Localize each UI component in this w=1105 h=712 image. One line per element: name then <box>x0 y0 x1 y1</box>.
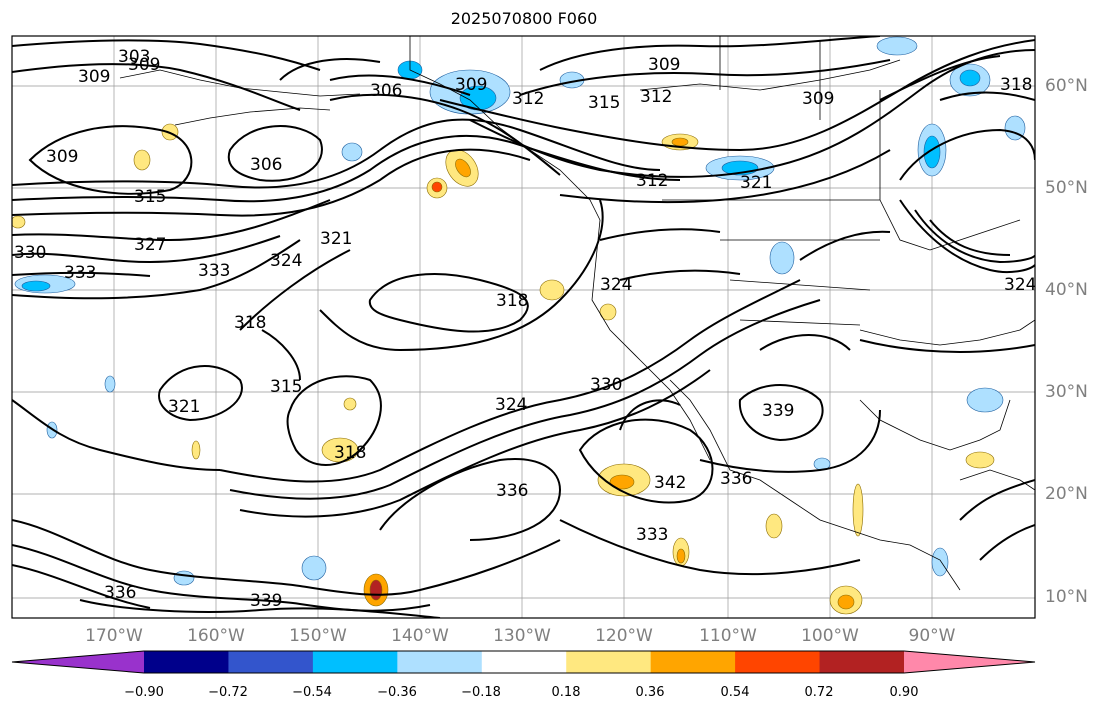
contour-label: 324 <box>270 251 302 271</box>
lat-label: 10°N <box>1045 587 1088 607</box>
contour-label: 336 <box>496 481 528 501</box>
colorbar-tick: −0.18 <box>461 685 501 700</box>
colorbar-tick: −0.90 <box>124 685 164 700</box>
colorbar-segment <box>312 651 398 673</box>
colorbar-tick: −0.54 <box>292 685 332 700</box>
contour-label: 333 <box>64 263 96 283</box>
contour-label: 309 <box>128 55 160 75</box>
contour-label: 315 <box>270 377 302 397</box>
contour-label: 318 <box>334 443 366 463</box>
lat-label: 60°N <box>1045 76 1088 96</box>
contour-label: 309 <box>46 147 78 167</box>
colorbar-outline <box>11 650 1036 674</box>
contour-label: 303 <box>118 47 150 67</box>
lon-label: 150°W <box>289 626 347 646</box>
colorbar-segment <box>144 651 229 673</box>
contour-label: 312 <box>512 89 544 109</box>
colorbar-segment <box>397 651 483 673</box>
contour-label: 342 <box>654 473 686 493</box>
colorbar-segment <box>481 651 567 673</box>
lat-label: 30°N <box>1045 382 1088 402</box>
contour-label: 309 <box>455 75 487 95</box>
lon-label: 120°W <box>595 626 653 646</box>
colorbar-segment <box>566 651 652 673</box>
contour-label: 309 <box>648 55 680 75</box>
contour-label: 327 <box>134 235 166 255</box>
colorbar-segment <box>735 651 821 673</box>
lon-label: 100°W <box>801 626 859 646</box>
contour-label: 318 <box>1000 75 1032 95</box>
contour-label: 330 <box>590 375 622 395</box>
lat-label: 40°N <box>1045 280 1088 300</box>
shading-positive <box>12 123 995 615</box>
colorbar-tick: 0.36 <box>635 685 665 700</box>
colorbar-extend-low <box>12 651 144 673</box>
lon-label: 130°W <box>493 626 551 646</box>
map-content: 303 309 309 306 306 309 309 309 309 312 … <box>12 36 1036 618</box>
colorbar-tick: 0.54 <box>720 685 750 700</box>
lon-label: 90°W <box>908 626 956 646</box>
lon-label: 170°W <box>85 626 143 646</box>
contour-label: 336 <box>720 469 752 489</box>
contour-label: 306 <box>250 155 282 175</box>
colorbar-segment <box>819 651 905 673</box>
contour-label: 324 <box>1004 275 1036 295</box>
contour-label: 315 <box>588 93 620 113</box>
contour-label: 318 <box>234 313 266 333</box>
coastlines <box>119 36 1035 591</box>
contour-label: 321 <box>320 229 352 249</box>
contour-label: 339 <box>762 401 794 421</box>
colorbar-segment <box>228 651 314 673</box>
contour-label: 309 <box>78 67 110 87</box>
colorbar-tick: −0.72 <box>208 685 248 700</box>
colorbar-tick: 0.90 <box>889 685 919 700</box>
colorbar-tick: 0.18 <box>551 685 581 700</box>
contour-label: 312 <box>640 87 672 107</box>
contour-label: 318 <box>496 291 528 311</box>
contour-labels: 303 309 309 306 306 309 309 309 309 312 … <box>14 47 1036 611</box>
map-title: 2025070800 F060 <box>450 9 598 28</box>
contour-label: 330 <box>14 243 46 263</box>
lat-label: 50°N <box>1045 178 1088 198</box>
contour-label: 339 <box>250 591 282 611</box>
contour-label: 321 <box>740 173 772 193</box>
lat-label: 20°N <box>1045 484 1088 504</box>
colorbar-extend-high <box>904 651 1035 673</box>
contour-label: 336 <box>104 583 136 603</box>
contour-label: 306 <box>370 81 402 101</box>
contour-label: 333 <box>636 525 668 545</box>
contour-label: 321 <box>168 397 200 417</box>
contour-label: 324 <box>600 275 632 295</box>
colorbar-tick: −0.36 <box>377 685 417 700</box>
contour-label: 333 <box>198 261 230 281</box>
colorbar <box>11 650 1036 674</box>
shading-negative <box>14 36 1026 586</box>
contour-label: 312 <box>636 171 668 191</box>
contours <box>12 36 1035 618</box>
contour-label: 315 <box>134 187 166 207</box>
lon-label: 160°W <box>187 626 245 646</box>
lon-label: 140°W <box>391 626 449 646</box>
map-frame <box>11 35 1036 619</box>
lon-label: 110°W <box>699 626 757 646</box>
colorbar-tick: 0.72 <box>804 685 834 700</box>
colorbar-segment <box>650 651 736 673</box>
contour-label: 324 <box>495 395 527 415</box>
contour-label: 309 <box>802 89 834 109</box>
